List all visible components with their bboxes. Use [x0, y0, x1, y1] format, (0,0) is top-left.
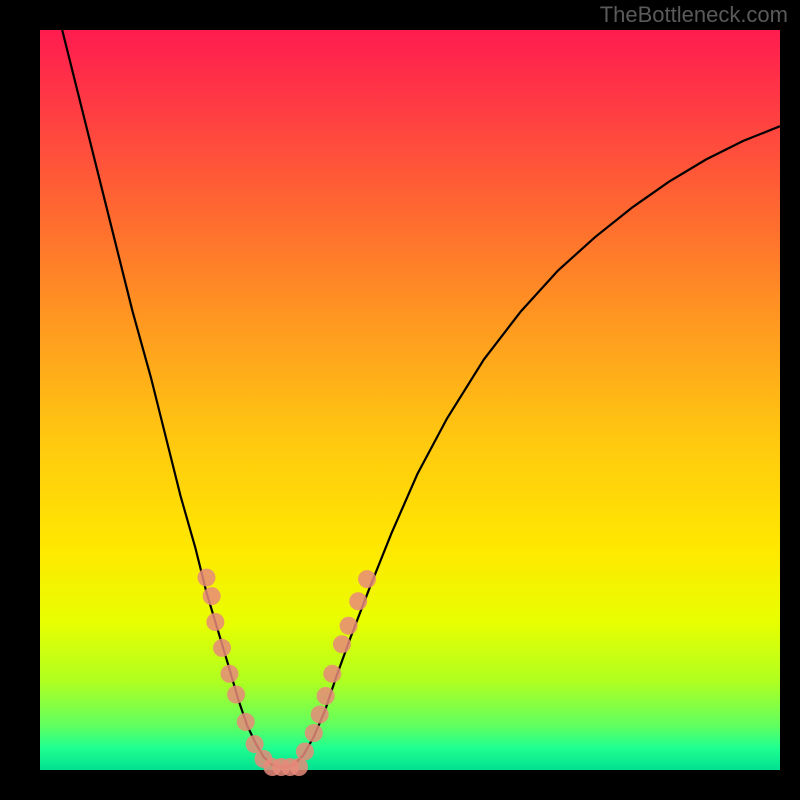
data-marker: [349, 592, 367, 610]
data-marker: [317, 687, 335, 705]
data-marker: [213, 639, 231, 657]
data-marker: [296, 743, 314, 761]
plot-background: [40, 30, 780, 770]
chart-svg: [0, 0, 800, 800]
data-marker: [358, 570, 376, 588]
data-marker: [198, 569, 216, 587]
data-marker: [333, 635, 351, 653]
data-marker: [340, 617, 358, 635]
data-marker: [220, 665, 238, 683]
data-marker: [311, 706, 329, 724]
data-marker: [227, 686, 245, 704]
watermark-text: TheBottleneck.com: [600, 2, 788, 28]
data-marker: [305, 724, 323, 742]
data-marker: [206, 613, 224, 631]
data-marker: [237, 713, 255, 731]
data-marker: [290, 758, 308, 776]
data-marker: [203, 587, 221, 605]
data-marker: [323, 665, 341, 683]
